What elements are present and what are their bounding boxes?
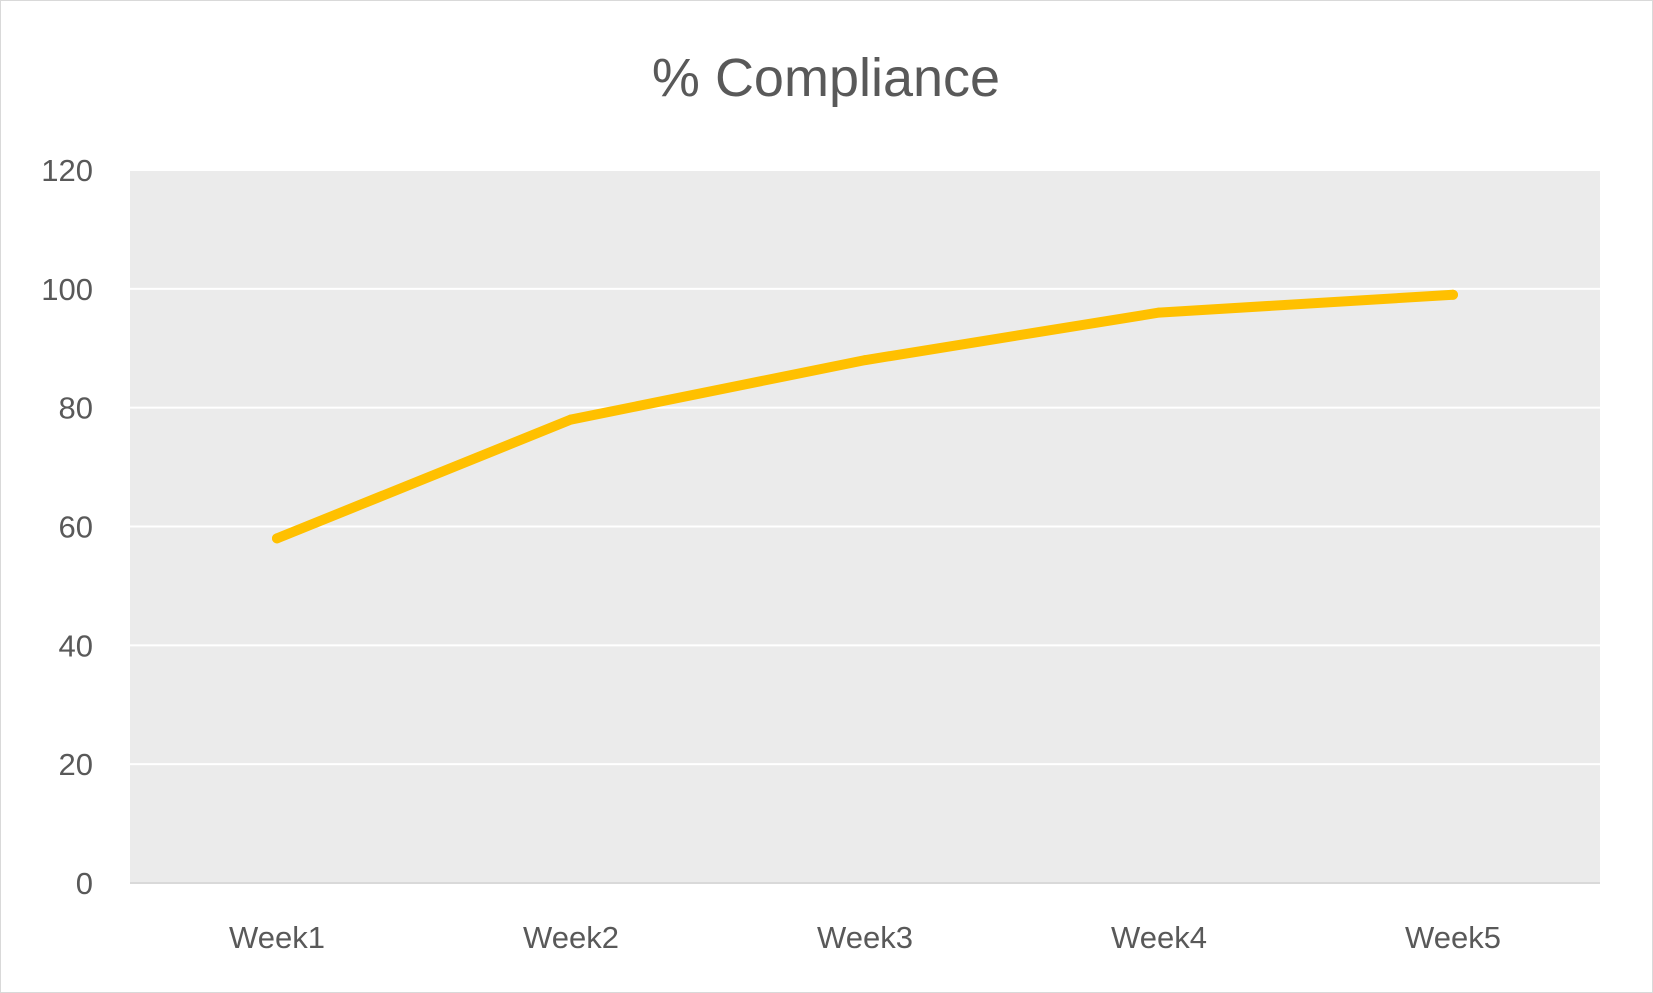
x-tick-label: Week4 — [1111, 920, 1207, 955]
x-axis-ticks: Week1 Week2 Week3 Week4 Week5 — [229, 920, 1501, 955]
y-tick-label: 40 — [59, 628, 93, 663]
data-point — [566, 414, 576, 425]
data-point — [1154, 307, 1164, 318]
data-point — [860, 355, 870, 366]
data-point — [272, 533, 282, 544]
x-tick-label: Week2 — [523, 920, 619, 955]
data-point — [1448, 289, 1458, 300]
x-tick-label: Week3 — [817, 920, 913, 955]
y-tick-label: 120 — [41, 153, 93, 188]
series-layer — [272, 289, 1458, 544]
y-tick-label: 100 — [41, 272, 93, 307]
gridlines — [130, 169, 1600, 884]
x-tick-label: Week1 — [229, 920, 325, 955]
y-tick-label: 60 — [59, 510, 93, 545]
y-axis-ticks: 0 20 40 60 80 100 120 — [41, 153, 93, 901]
y-tick-label: 0 — [76, 866, 93, 901]
chart-title: % Compliance — [652, 48, 1000, 108]
y-tick-label: 80 — [59, 391, 93, 426]
x-tick-label: Week5 — [1405, 920, 1501, 955]
y-tick-label: 20 — [59, 747, 93, 782]
